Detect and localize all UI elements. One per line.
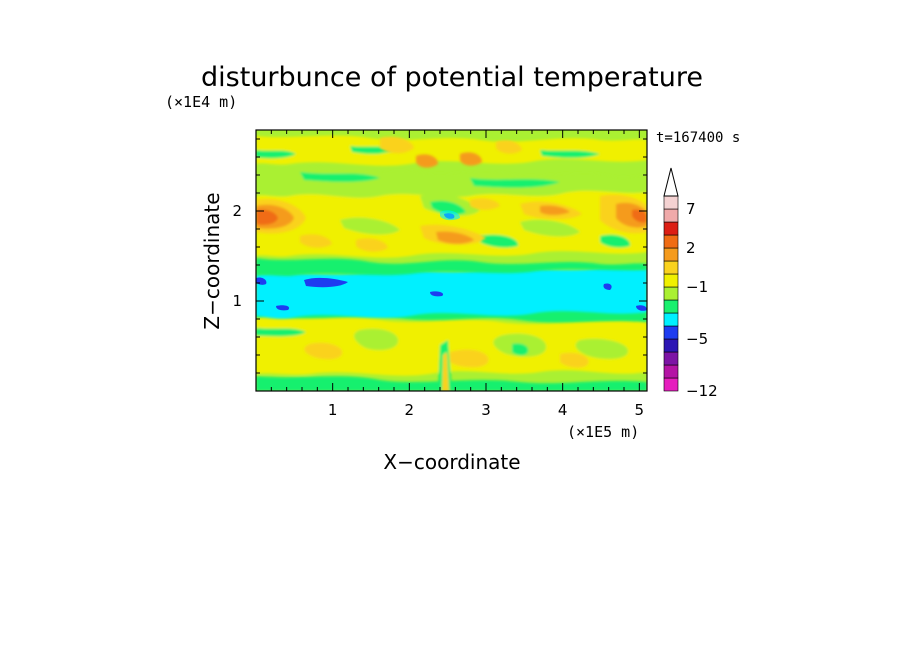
- lower-orange-patch: [450, 349, 489, 368]
- colorbar-swatch: [663, 312, 679, 327]
- x-axis-label: X−coordinate: [383, 450, 520, 474]
- colorbar-swatch: [663, 221, 679, 236]
- upper-green-wave: [256, 150, 296, 159]
- x-tick-label: 3: [481, 401, 491, 419]
- colorbar-tick-label: −1: [686, 278, 708, 296]
- colorbar-swatch: [663, 273, 679, 288]
- upper-green-wave: [480, 234, 519, 248]
- y-axis-label: Z−coordinate: [200, 192, 224, 329]
- colorbar-tick-label: 2: [686, 239, 696, 257]
- chart-title: disturbunce of potential temperature: [201, 62, 703, 93]
- colorbar-swatch: [663, 208, 679, 223]
- lower-orange-patch: [304, 342, 343, 360]
- upper-green-wave: [340, 217, 400, 235]
- vertical-plume: [442, 352, 449, 391]
- orange-patch: [416, 154, 438, 168]
- colorbar-swatch: [663, 377, 679, 392]
- lower-green-strip: [256, 376, 647, 391]
- orange-patch: [380, 136, 414, 154]
- lower-yellow-band: [256, 318, 647, 376]
- orange-patch: [436, 231, 474, 244]
- cyan-band: [256, 267, 647, 319]
- lower-orange-patch: [560, 352, 589, 368]
- colorbar-tick-label: −12: [686, 382, 718, 400]
- contour-field: [256, 130, 647, 391]
- colorbar-swatch: [663, 364, 679, 379]
- blue-patch: [430, 291, 444, 297]
- colorbar: 7 2 −1 −5 −12: [663, 167, 718, 400]
- orange-patch: [460, 152, 482, 166]
- red-patch: [632, 209, 647, 223]
- x-tick-label: 5: [635, 401, 645, 419]
- colorbar-extend-triangle: [663, 167, 679, 197]
- time-label: t=167400 s: [656, 130, 740, 146]
- colorbar-swatch: [663, 195, 679, 210]
- upper-green-wave: [520, 219, 580, 237]
- red-patch: [256, 209, 278, 225]
- x-tick-label: 4: [558, 401, 568, 419]
- axes: 1 2 3 4 5 1 2: [232, 130, 647, 419]
- lower-green-patch: [575, 338, 629, 359]
- colorbar-swatch: [663, 299, 679, 314]
- upper-yellow-band: [256, 135, 647, 166]
- colorbar-tick-label: −5: [686, 330, 708, 348]
- upper-green-wave: [300, 172, 380, 182]
- plot-frame: [255, 129, 648, 392]
- x-unit-label: (×1E5 m): [567, 423, 639, 441]
- blue-patch: [603, 283, 612, 290]
- y-tick-label: 2: [232, 202, 242, 220]
- lower-green-patch: [512, 343, 529, 356]
- mid-upper-green: [256, 258, 647, 276]
- lower-green-patch: [354, 328, 399, 351]
- x-tick-label: 2: [405, 401, 415, 419]
- blue-patch: [636, 305, 647, 311]
- cyan-patch: [440, 210, 460, 221]
- upper-green-wave: [470, 178, 560, 188]
- upper-green-wave: [540, 150, 600, 158]
- upper-green-wave: [430, 200, 466, 215]
- orange-patch: [496, 140, 522, 154]
- colorbar-swatch: [663, 234, 679, 249]
- orange-patch: [540, 205, 570, 215]
- orange-patch: [470, 198, 500, 210]
- colorbar-swatch: [663, 351, 679, 366]
- lower-green-strip: [256, 328, 306, 337]
- colorbar-swatch: [663, 286, 679, 301]
- y-tick-label: 1: [232, 292, 242, 310]
- upper-green-wave: [600, 234, 631, 248]
- colorbar-tick-label: 7: [686, 200, 696, 218]
- colorbar-swatch: [663, 325, 679, 340]
- y-unit-label: (×1E4 m): [165, 93, 237, 111]
- orange-patch: [300, 234, 332, 248]
- blue-patch: [304, 277, 348, 288]
- colorbar-swatch: [663, 338, 679, 353]
- blue-patch: [276, 305, 290, 311]
- colorbar-swatch: [663, 260, 679, 275]
- orange-patch: [356, 238, 388, 252]
- x-tick-label: 1: [328, 401, 338, 419]
- colorbar-swatch: [663, 247, 679, 262]
